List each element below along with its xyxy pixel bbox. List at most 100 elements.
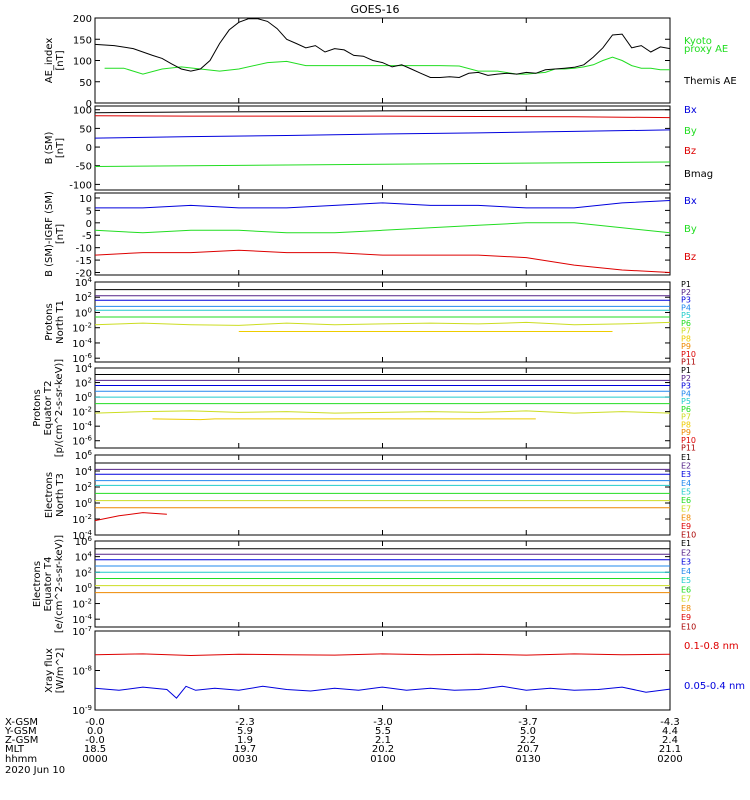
y-tick-label: 106 bbox=[75, 535, 93, 548]
legend-entry: E9 bbox=[681, 522, 691, 531]
legend-entry: Bmag bbox=[684, 169, 713, 180]
series-line-by bbox=[94, 161, 671, 167]
legend-entry: P11 bbox=[681, 444, 696, 453]
legend-entry: E4 bbox=[681, 567, 691, 576]
legend-entry: Bx bbox=[684, 105, 697, 116]
y-axis-label: Equator T4 bbox=[43, 557, 54, 612]
legend-entry: E2 bbox=[681, 462, 691, 471]
y-axis-label: [nT] bbox=[55, 50, 66, 70]
series-line-p7 bbox=[94, 321, 671, 326]
legend-entry: 0.1-0.8 nm bbox=[684, 641, 739, 652]
footer-value: 5.5 bbox=[375, 726, 391, 737]
legend-entry: E8 bbox=[681, 513, 691, 522]
y-axis-label: AE_index bbox=[44, 38, 55, 84]
y-tick-label: 100 bbox=[75, 306, 92, 319]
legend-entry: P9 bbox=[681, 342, 691, 351]
y-tick-label: 100 bbox=[73, 106, 92, 117]
y-axis-label: B (SM) bbox=[44, 131, 55, 164]
series-line-bmag bbox=[94, 109, 671, 114]
footer-label: Z-GSM bbox=[5, 735, 38, 746]
legend-entry: E7 bbox=[681, 505, 691, 514]
y-tick-label: 102 bbox=[75, 377, 92, 390]
legend-entry: P1 bbox=[681, 280, 691, 289]
date-label: 2020 Jun 10 bbox=[5, 765, 65, 776]
footer-value: -3.7 bbox=[518, 717, 538, 728]
y-tick-label: 104 bbox=[75, 362, 93, 375]
y-tick-label: 10-4 bbox=[72, 420, 92, 433]
y-axis-label: [W/m^2] bbox=[55, 648, 66, 694]
panel-frame bbox=[94, 454, 671, 536]
legend-entry: E5 bbox=[681, 487, 691, 496]
y-tick-label: 100 bbox=[73, 57, 92, 68]
legend-entry: P2 bbox=[681, 288, 691, 297]
legend-entry: P9 bbox=[681, 428, 691, 437]
y-tick-label: 0 bbox=[86, 143, 92, 154]
series-line-0-1-0-8-nm bbox=[94, 653, 671, 657]
legend-entry: By bbox=[684, 126, 697, 137]
series-line-bz bbox=[94, 115, 671, 119]
y-axis-label: [nT] bbox=[55, 224, 66, 244]
footer-value: 4.4 bbox=[662, 726, 678, 737]
footer-value: -3.0 bbox=[373, 717, 393, 728]
y-tick-label: 10-7 bbox=[72, 625, 92, 638]
y-axis-label: Xray flux bbox=[44, 648, 55, 693]
panel-frame bbox=[94, 630, 671, 711]
y-tick-label: 50 bbox=[79, 124, 92, 135]
y-tick-label: 104 bbox=[75, 276, 93, 289]
footer-value: 0030 bbox=[232, 754, 257, 765]
y-tick-label: -20 bbox=[76, 269, 92, 280]
legend-entry: P11 bbox=[681, 358, 696, 367]
panel-frame bbox=[94, 105, 671, 191]
footer-value: 2.2 bbox=[520, 735, 536, 746]
y-tick-label: 50 bbox=[79, 78, 92, 89]
legend-entry: Bx bbox=[684, 196, 697, 207]
y-axis-label: [p/(cm^2-s-sr-keV)] bbox=[54, 359, 65, 458]
legend-entry: E6 bbox=[681, 585, 691, 594]
y-tick-label: 10 bbox=[79, 194, 92, 205]
y-tick-label: 10-9 bbox=[72, 704, 92, 717]
y-axis-label: [nT] bbox=[55, 138, 66, 158]
legend-entry: P10 bbox=[681, 350, 696, 359]
footer-value: 21.1 bbox=[659, 744, 681, 755]
y-tick-label: 10-2 bbox=[72, 322, 92, 335]
series-line-p7 bbox=[94, 410, 671, 414]
footer-value: 0000 bbox=[82, 754, 107, 765]
legend-entry: E5 bbox=[681, 576, 691, 585]
series-line-bx bbox=[94, 129, 671, 139]
y-axis-label: Equator T2 bbox=[43, 381, 54, 436]
y-axis-label: B (SM)-IGRF (SM) bbox=[44, 191, 55, 277]
y-tick-label: 104 bbox=[75, 551, 93, 564]
y-axis-label: North T3 bbox=[55, 473, 66, 517]
footer-value: 20.2 bbox=[372, 744, 394, 755]
y-axis-label: Electrons bbox=[32, 561, 43, 607]
legend-entry: E8 bbox=[681, 604, 691, 613]
legend-entry: E7 bbox=[681, 595, 691, 604]
y-tick-label: 5 bbox=[86, 206, 92, 217]
footer-label: X-GSM bbox=[5, 717, 38, 728]
footer-value: 20.7 bbox=[517, 744, 539, 755]
legend-entry: E3 bbox=[681, 558, 691, 567]
y-tick-label: 102 bbox=[75, 566, 92, 579]
footer-label: hhmm bbox=[5, 754, 37, 765]
y-tick-label: 104 bbox=[75, 465, 93, 478]
series-line-bz bbox=[94, 249, 671, 273]
y-tick-label: 10-2 bbox=[72, 513, 92, 526]
y-tick-label: 10-4 bbox=[72, 613, 92, 626]
footer-value: 0130 bbox=[515, 754, 540, 765]
series-line-bx bbox=[95, 200, 671, 209]
legend-entry: Kyoto bbox=[684, 36, 712, 47]
legend-entry: P7 bbox=[681, 413, 691, 422]
y-tick-label: 100 bbox=[75, 497, 92, 510]
y-tick-label: 150 bbox=[73, 35, 92, 46]
legend-entry: P2 bbox=[681, 374, 691, 383]
y-axis-label: Protons bbox=[44, 303, 55, 340]
panel-frame bbox=[94, 192, 671, 276]
y-axis-label: Protons bbox=[32, 389, 43, 426]
legend-entry: E1 bbox=[681, 453, 691, 462]
y-tick-label: 100 bbox=[75, 391, 92, 404]
legend-entry: E10 bbox=[681, 622, 696, 631]
y-tick-label: -100 bbox=[69, 180, 92, 191]
legend-entry: Bz bbox=[684, 252, 696, 263]
